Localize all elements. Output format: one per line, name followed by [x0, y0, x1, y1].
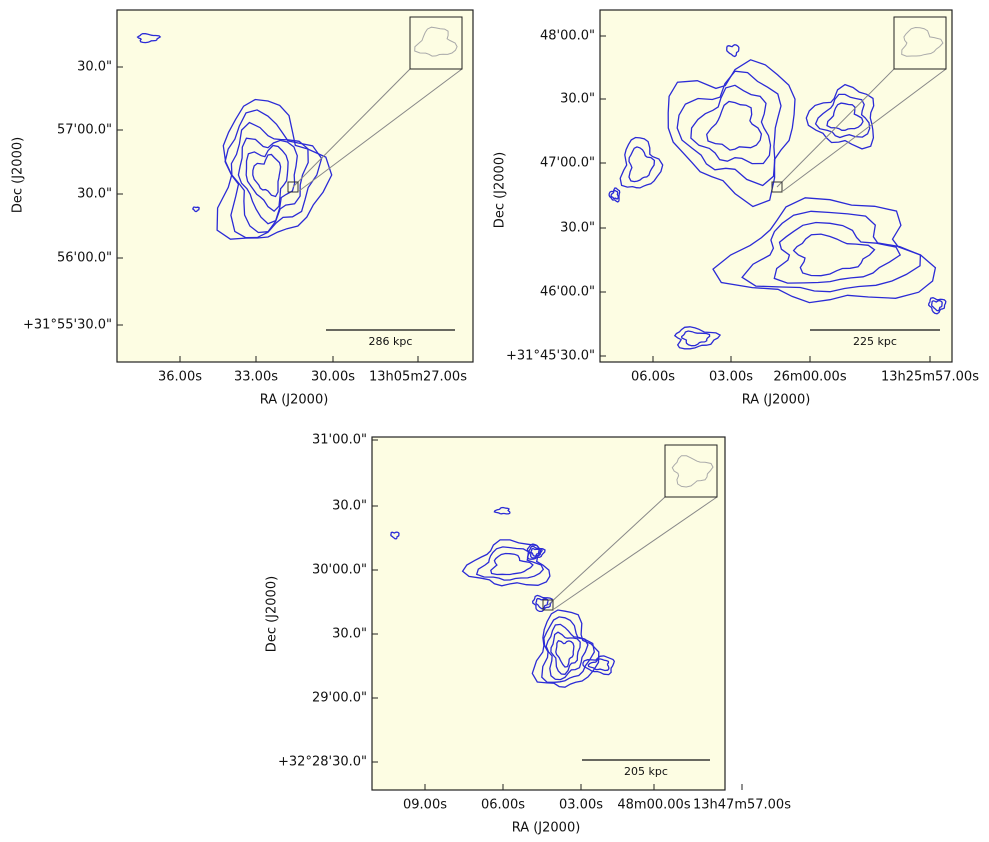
contour [530, 547, 540, 557]
contour [490, 552, 534, 576]
inset [664, 444, 718, 498]
zoom-line [782, 68, 947, 192]
y-tick-label: 30.0" [332, 499, 367, 514]
scale-bar-label: 205 kpc [624, 765, 668, 778]
x-tick-label: 03.00s [709, 370, 753, 385]
x-tick-label: 09.00s [403, 798, 447, 813]
contour [192, 206, 200, 213]
zoom-line [298, 68, 463, 192]
y-tick-label: 30'00.0" [312, 563, 367, 578]
inset [893, 16, 947, 70]
marker [287, 181, 299, 193]
contour [690, 84, 772, 165]
x-tick-label: 36.00s [158, 370, 202, 385]
contour [252, 153, 282, 198]
contour [930, 299, 943, 312]
contour [245, 144, 289, 213]
contour [826, 102, 864, 131]
contour [726, 44, 740, 58]
y-tick-label: 30.0" [77, 187, 112, 202]
contour [237, 137, 298, 225]
x-tick-label: 13h47m57.00s [693, 798, 791, 813]
x-tick-label: 48m00.00s [617, 798, 690, 813]
y-tick-label: 47'00.0" [540, 156, 595, 171]
x-axis-label: RA (J2000) [742, 393, 811, 408]
inset-contour [901, 26, 944, 57]
contour [619, 136, 664, 189]
contour [610, 189, 619, 200]
image-frame [599, 9, 953, 363]
contour [555, 639, 575, 668]
contour [741, 210, 922, 293]
x-tick-label: 33.00s [234, 370, 278, 385]
contour [706, 100, 763, 151]
x-tick-label: 06.00s [481, 798, 525, 813]
contour [673, 326, 722, 350]
y-tick-label: 30.0" [560, 92, 595, 107]
x-tick-label: 26m00.00s [773, 370, 846, 385]
contour [927, 297, 947, 315]
scale-bar-label: 286 kpc [369, 335, 413, 348]
zoom-line [776, 68, 895, 188]
y-axis-label: Dec (J2000) [493, 152, 508, 228]
contour [814, 93, 871, 139]
x-axis-label: RA (J2000) [260, 393, 329, 408]
zoom-line [547, 496, 666, 606]
contour [805, 83, 875, 150]
contour [535, 597, 549, 610]
x-tick-label: 03.00s [559, 798, 603, 813]
contour [136, 32, 162, 44]
contour [493, 506, 511, 515]
contour [390, 531, 400, 540]
y-tick-label: 46'00.0" [540, 285, 595, 300]
contour [628, 146, 656, 183]
y-tick-label: +32°28'30.0" [278, 755, 367, 770]
contour [545, 623, 589, 681]
marker [542, 599, 554, 611]
x-tick-label: 13h25m57.00s [881, 370, 979, 385]
y-tick-label: 31'00.0" [312, 433, 367, 448]
contour [587, 658, 610, 672]
contour [550, 631, 581, 675]
x-tick-label: 06.00s [631, 370, 675, 385]
x-tick-label: 30.00s [311, 370, 355, 385]
y-tick-label: +31°55'30.0" [23, 318, 112, 333]
contour [475, 546, 545, 581]
contour [676, 70, 782, 187]
contour [582, 655, 616, 676]
y-axis-label: Dec (J2000) [11, 137, 26, 213]
contour [667, 59, 796, 208]
y-tick-label: 30.0" [332, 627, 367, 642]
contour [532, 594, 553, 613]
contour [681, 330, 711, 347]
contour [528, 545, 543, 559]
zoom-line [292, 68, 411, 188]
y-tick-label: 30.0" [560, 221, 595, 236]
inset-contour [671, 455, 714, 488]
y-tick-label: 29'00.0" [312, 691, 367, 706]
scale-bar-label: 225 kpc [853, 335, 897, 348]
y-tick-label: +31°45'30.0" [506, 349, 595, 364]
contour [531, 609, 600, 688]
contour [230, 121, 309, 234]
contour [712, 197, 937, 304]
y-tick-label: 30.0" [77, 60, 112, 75]
marker [771, 181, 783, 193]
x-axis-label: RA (J2000) [512, 821, 581, 836]
y-axis-label: Dec (J2000) [265, 576, 280, 652]
y-tick-label: 56'00.0" [57, 251, 112, 266]
zoom-line [553, 496, 718, 610]
inset-contour [414, 26, 458, 57]
contour [608, 187, 621, 203]
y-tick-label: 57'00.0" [57, 123, 112, 138]
x-tick-label: 13h05m27.00s [369, 370, 467, 385]
y-tick-label: 48'00.0" [540, 29, 595, 44]
contour [773, 221, 902, 284]
contour [792, 233, 876, 277]
